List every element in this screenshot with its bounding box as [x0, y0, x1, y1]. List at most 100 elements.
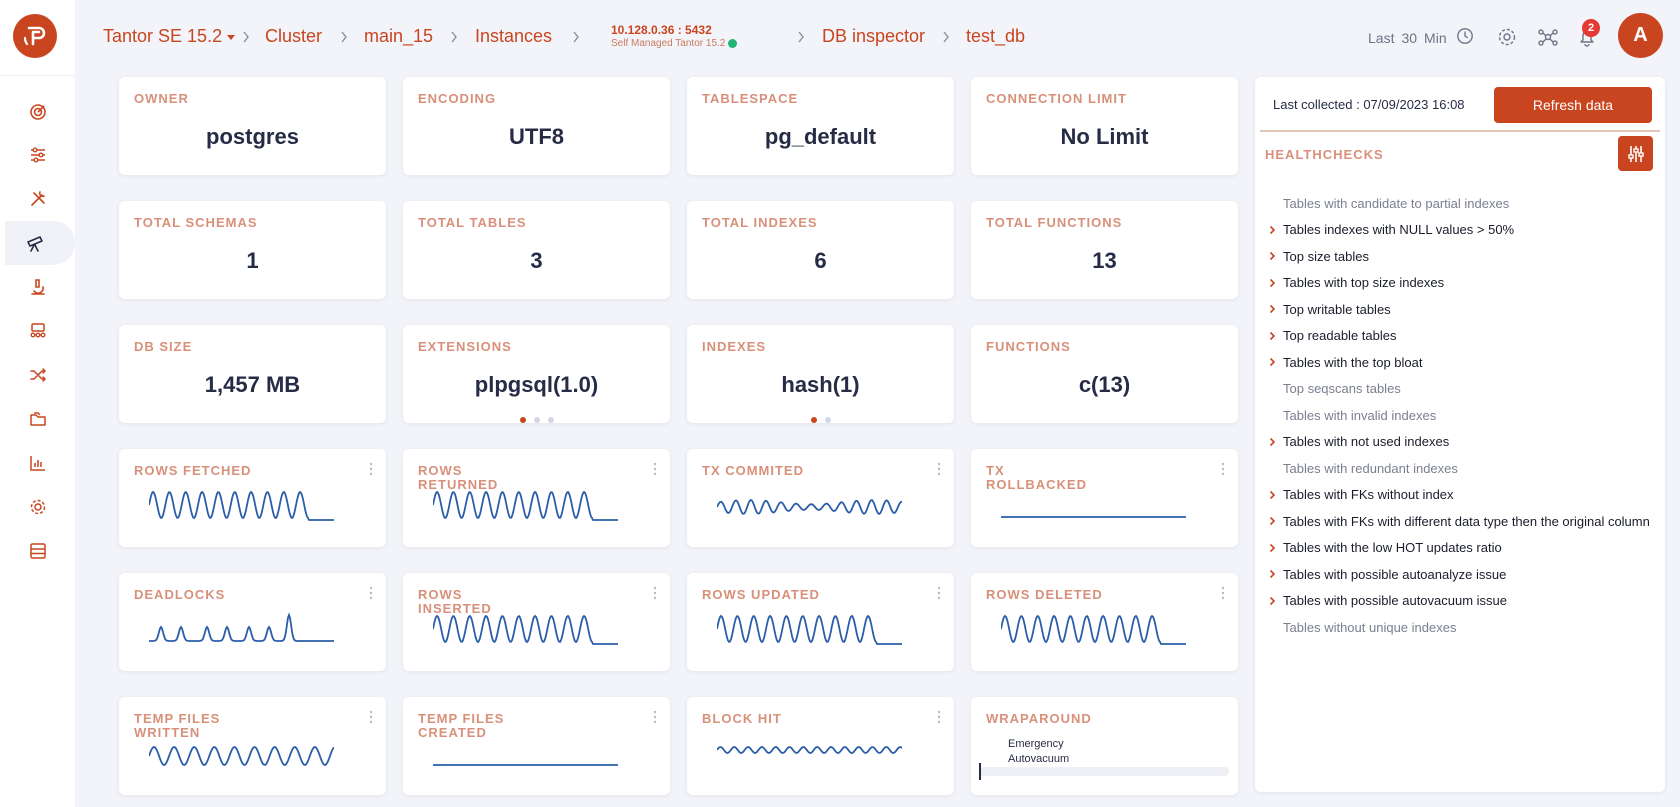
chevron-right-icon [798, 31, 804, 43]
nav-telescope-icon[interactable] [5, 221, 75, 265]
healthcheck-item[interactable]: Top writable tables [1269, 296, 1665, 323]
card-value: plpgsql(1.0) [474, 372, 599, 397]
healthcheck-item[interactable]: Tables without unique indexes [1269, 614, 1665, 641]
nav-bar-chart-icon[interactable] [0, 441, 75, 485]
time-value: 30 [1401, 30, 1418, 46]
healthcheck-item[interactable]: Tables with FKs without index [1269, 482, 1665, 509]
card-label: TEMP FILES CREATED [418, 711, 505, 740]
team-icon [30, 323, 45, 338]
metric-card: ROWS DELETED [971, 573, 1238, 671]
card-value: pg_default [764, 124, 877, 149]
carousel-dot[interactable] [533, 417, 540, 423]
card-value: UTF8 [509, 124, 564, 149]
time-range-selector[interactable]: Last 30 Min [1368, 30, 1454, 46]
refresh-data-button[interactable]: Refresh data [1494, 87, 1652, 123]
nav-tools-icon[interactable] [0, 177, 75, 221]
healthcheck-item[interactable]: Tables with the top bloat [1269, 349, 1665, 376]
breadcrumb-db[interactable]: test_db [966, 26, 1026, 46]
card-label: ROWS DELETED [986, 587, 1103, 602]
chevron-right-icon [1269, 516, 1283, 526]
card-value: 13 [1092, 248, 1117, 273]
healthcheck-item[interactable]: Tables with invalid indexes [1269, 402, 1665, 429]
metric-card: TX COMMITED [687, 449, 954, 547]
settings-icon[interactable] [1496, 26, 1518, 48]
product-selector[interactable]: Tantor SE 15.2 [103, 26, 236, 47]
carousel-dot[interactable] [824, 417, 831, 423]
healthcheck-item[interactable]: Tables with candidate to partial indexes [1269, 190, 1665, 217]
clock-icon[interactable] [1456, 27, 1474, 45]
stat-card: ENCODING UTF8 [403, 77, 670, 175]
healthcheck-item[interactable]: Top readable tables [1269, 323, 1665, 350]
more-options-icon[interactable] [1221, 586, 1225, 600]
breadcrumb-instances[interactable]: Instances [475, 26, 553, 46]
nav-team-icon[interactable] [0, 309, 75, 353]
nav-dashboard-gauge-icon[interactable] [0, 89, 75, 133]
card-label: ROWS INSERTED [418, 587, 492, 616]
chevron-right-icon [943, 31, 949, 43]
healthcheck-item[interactable]: Tables with the low HOT updates ratio [1269, 535, 1665, 562]
filter-button[interactable] [1618, 136, 1653, 171]
avatar[interactable]: A [1618, 13, 1663, 58]
nav-gear-icon[interactable] [0, 485, 75, 529]
carousel-dots [403, 410, 670, 428]
more-options-icon[interactable] [369, 710, 373, 724]
chevron-down-icon [227, 34, 236, 40]
healthcheck-item[interactable]: Tables with possible autovacuum issue [1269, 588, 1665, 615]
more-options-icon[interactable] [653, 710, 657, 724]
carousel-dot[interactable] [519, 417, 526, 423]
sparkline [433, 614, 618, 645]
more-options-icon[interactable] [369, 586, 373, 600]
stat-card: DB SIZE 1,457 MB [119, 325, 386, 423]
card-value: c(13) [1078, 372, 1131, 397]
time-prefix: Last [1368, 30, 1395, 46]
healthcheck-label: Top readable tables [1283, 328, 1397, 344]
chevron-right-icon [1269, 251, 1283, 261]
nav-database-icon[interactable] [0, 529, 75, 573]
network-icon[interactable] [1537, 26, 1559, 48]
nav-microscope-icon[interactable] [0, 265, 75, 309]
nav-shuffle-icon[interactable] [0, 353, 75, 397]
healthcheck-item[interactable]: Tables with top size indexes [1269, 270, 1665, 297]
divider [1260, 130, 1660, 132]
more-options-icon[interactable] [1221, 462, 1225, 476]
wraparound-marker [979, 763, 981, 780]
healthcheck-label: Tables with the low HOT updates ratio [1283, 540, 1502, 556]
notification-badge: 2 [1582, 19, 1600, 37]
healthcheck-item[interactable]: Top size tables [1269, 243, 1665, 270]
top-bar: Tantor SE 15.2 Cluster main_15 Instances… [75, 0, 1680, 75]
breadcrumb-cluster[interactable]: Cluster [265, 26, 323, 46]
instance-host[interactable]: 10.128.0.36 : 5432 [611, 23, 712, 37]
microscope-icon [30, 279, 45, 295]
healthchecks-title: HEALTHCHECKS [1265, 147, 1384, 162]
healthcheck-item[interactable]: Top seqscans tables [1269, 376, 1665, 403]
sparkline [433, 764, 618, 766]
more-options-icon[interactable] [653, 462, 657, 476]
card-label: TABLESPACE [702, 91, 799, 106]
healthcheck-label: Top size tables [1283, 248, 1369, 264]
carousel-dot[interactable] [810, 417, 817, 423]
more-options-icon[interactable] [937, 710, 941, 724]
more-options-icon[interactable] [653, 586, 657, 600]
logo-icon[interactable] [13, 14, 57, 58]
breadcrumb-db-inspector[interactable]: DB inspector [822, 26, 926, 46]
healthcheck-item[interactable]: Tables with redundant indexes [1269, 455, 1665, 482]
healthcheck-label: Tables with FKs without index [1283, 487, 1454, 503]
healthcheck-item[interactable]: Tables indexes with NULL values > 50% [1269, 217, 1665, 244]
nav-folders-icon[interactable] [0, 397, 75, 441]
card-label: TOTAL INDEXES [702, 215, 818, 230]
more-options-icon[interactable] [937, 586, 941, 600]
nav-sliders-icon[interactable] [0, 133, 75, 177]
sparkline [1001, 516, 1186, 518]
card-value: No Limit [1060, 124, 1149, 149]
breadcrumb-main[interactable]: main_15 [364, 26, 434, 46]
more-options-icon[interactable] [369, 462, 373, 476]
carousel-dot[interactable] [547, 417, 554, 423]
healthcheck-item[interactable]: Tables with possible autoanalyze issue [1269, 561, 1665, 588]
healthcheck-item[interactable]: Tables with FKs with different data type… [1269, 508, 1665, 535]
healthcheck-item[interactable]: Tables with not used indexes [1269, 429, 1665, 456]
healthcheck-label: Top writable tables [1283, 301, 1391, 317]
shuffle-icon [29, 368, 46, 382]
metric-card: ROWS FETCHED [119, 449, 386, 547]
sparkline [717, 746, 902, 754]
more-options-icon[interactable] [937, 462, 941, 476]
